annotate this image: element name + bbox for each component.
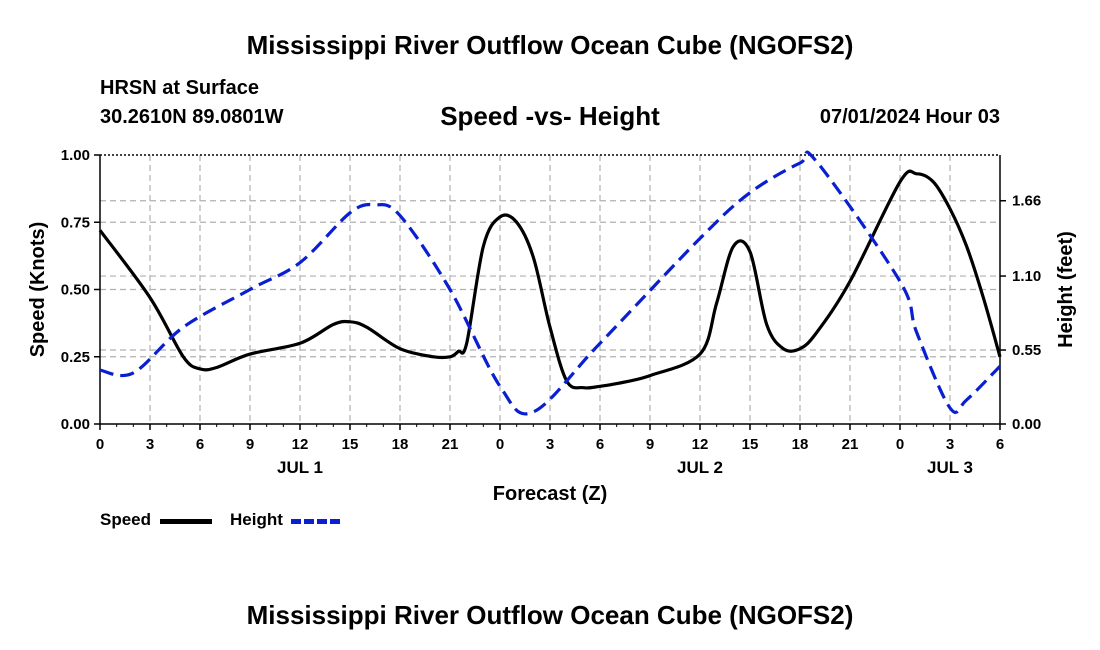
footer-title: Mississippi River Outflow Ocean Cube (NG… (246, 600, 854, 630)
x-tick-label-14: 18 (792, 436, 809, 453)
x-tick-label-4: 12 (292, 436, 309, 453)
speed-height-chart: 0 3 6 9 12 15 18 21 0 3 6 9 12 15 18 21 0 3 6 JUL 1 JUL 2 JUL… (27, 147, 1077, 505)
forecast-datetime: 07/01/2024 Hour 03 (819, 106, 1000, 128)
x-tick-label-9: 3 (546, 436, 554, 453)
x-tick-label-0: 0 (96, 436, 104, 453)
day-label-2: JUL 3 (927, 458, 973, 477)
x-tick-label-16: 0 (896, 436, 904, 453)
legend-speed-label: Speed (100, 510, 152, 529)
x-tick-label-11: 9 (646, 436, 654, 453)
day-label-1: JUL 2 (677, 458, 723, 477)
day-label-0: JUL 1 (277, 458, 323, 477)
x-tick-label-10: 6 (596, 436, 604, 453)
x-tick-label-17: 3 (946, 436, 954, 453)
chart-title: Speed -vs- Height (440, 101, 660, 131)
x-tick-label-6: 18 (392, 436, 409, 453)
y-tick-label-1: 0.25 (61, 349, 90, 366)
x-tick-label-12: 12 (692, 436, 709, 453)
legend-height-label: Height (230, 510, 283, 529)
y-axis-title-right: Height (feet) (1055, 231, 1077, 348)
y-axis-title-left: Speed (Knots) (27, 222, 49, 358)
y2-tick-label-2: 1.10 (1012, 268, 1041, 285)
x-tick-label-2: 6 (196, 436, 204, 453)
legend-speed-swatch (160, 519, 212, 524)
x-tick-label-13: 15 (742, 436, 759, 453)
y2-tick-label-1: 0.55 (1012, 342, 1041, 359)
station-label: HRSN at Surface (100, 77, 259, 99)
chart-page-title: Mississippi River Outflow Ocean Cube (NG… (246, 30, 854, 60)
x-tick-label-3: 9 (246, 436, 254, 453)
y2-tick-label-0: 0.00 (1012, 416, 1041, 433)
x-tick-label-7: 21 (442, 436, 459, 453)
x-tick-label-5: 15 (342, 436, 359, 453)
y-tick-label-2: 0.50 (61, 282, 90, 299)
y-tick-label-3: 0.75 (61, 214, 90, 231)
x-tick-label-15: 21 (842, 436, 859, 453)
x-tick-label-18: 6 (996, 436, 1004, 453)
y2-tick-label-3: 1.66 (1012, 193, 1041, 210)
y-tick-label-0: 0.00 (61, 416, 90, 433)
series-line-height (99, 150, 1002, 416)
legend-height-swatch (291, 519, 343, 524)
x-tick-label-8: 0 (496, 436, 504, 453)
x-axis-title: Forecast (Z) (493, 483, 607, 505)
y-tick-label-4: 1.00 (61, 147, 90, 164)
x-tick-label-1: 3 (146, 436, 154, 453)
station-coordinates: 30.2610N 89.0801W (100, 106, 284, 128)
